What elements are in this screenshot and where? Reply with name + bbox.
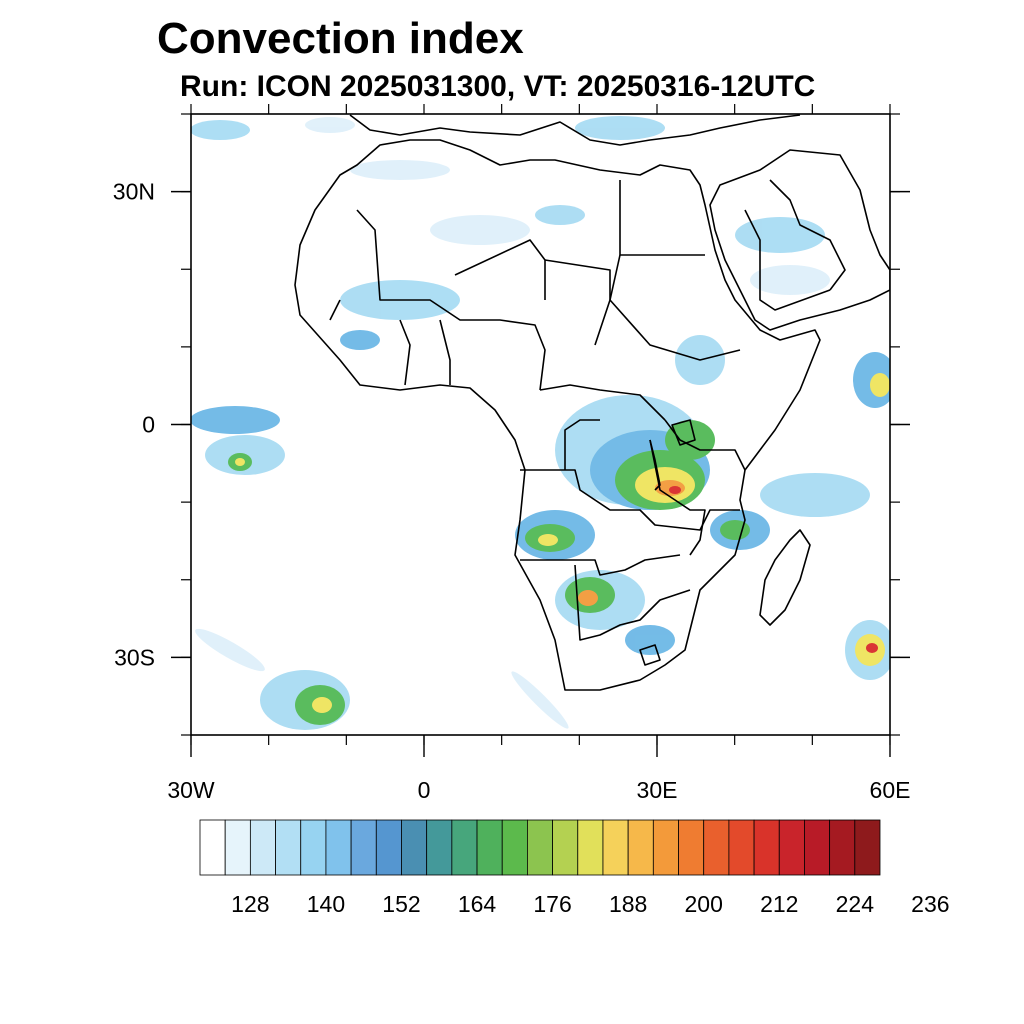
colorbar-tick-label: 188 xyxy=(609,891,647,917)
colorbar-tick-label: 128 xyxy=(231,891,269,917)
colorbar-swatch xyxy=(652,819,679,876)
colorbar-swatch xyxy=(224,819,251,876)
colorbar-swatch xyxy=(728,819,755,876)
colorbar-swatch xyxy=(552,819,579,876)
colorbar-swatch xyxy=(501,819,528,876)
lon-tick-label: 30E xyxy=(637,777,678,803)
lat-tick-label: 0 xyxy=(142,412,155,438)
field-blob-southern-africa xyxy=(555,570,675,655)
colorbar-swatch xyxy=(577,819,604,876)
colorbar-swatch xyxy=(527,819,553,876)
colorbar-swatch xyxy=(829,819,856,876)
land-outlines xyxy=(294,114,890,691)
colorbar-swatch xyxy=(602,819,629,876)
colorbar-swatch xyxy=(804,819,831,876)
colorbar-tick-label: 152 xyxy=(382,891,420,917)
lon-tick-label: 30W xyxy=(167,777,215,803)
colorbar-tick-label: 140 xyxy=(307,891,345,917)
madagascar xyxy=(759,529,811,626)
colorbar-swatch xyxy=(426,819,453,876)
africa-coastline xyxy=(294,139,821,691)
lon-tick-label: 60E xyxy=(870,777,911,803)
colorbar-labels: 128 140 152 164 176 188 200 212 224 236 xyxy=(231,891,949,917)
chart-title: Convection index xyxy=(157,14,524,63)
colorbar-swatch xyxy=(476,819,503,876)
arabia-coastline xyxy=(709,149,890,331)
map-frame xyxy=(190,113,891,736)
colorbar-swatch xyxy=(778,819,805,876)
colorbar-swatch xyxy=(350,819,377,876)
lon-tick-label: 0 xyxy=(418,777,431,803)
field-blob-north-atlantic xyxy=(191,117,355,140)
axis-ticks xyxy=(171,104,910,757)
country-borders xyxy=(329,179,846,666)
field-blob-equatorial-atlantic xyxy=(191,406,285,475)
field-blob-arabia xyxy=(735,217,830,295)
colorbar-tick-label: 236 xyxy=(911,891,949,917)
lake-tanganyika xyxy=(649,439,661,491)
colorbar-tick-label: 176 xyxy=(533,891,571,917)
colorbar-swatch xyxy=(275,819,302,876)
lake-victoria xyxy=(671,419,696,446)
field-blob-central-africa xyxy=(555,335,725,510)
field-blob-mozambique-channel xyxy=(710,473,870,550)
colorbar-swatch xyxy=(249,819,276,876)
colorbar-tick-label: 200 xyxy=(685,891,723,917)
colorbar-swatch xyxy=(753,819,780,876)
field-blob-angola xyxy=(515,510,595,560)
chart-subtitle: Run: ICON 2025031300, VT: 20250316-12UTC xyxy=(180,70,816,103)
colorbar-swatch xyxy=(325,819,352,876)
lat-tick-label: 30S xyxy=(114,644,155,670)
field-blob-south-atlantic xyxy=(195,628,569,730)
colorbar-tick-label: 212 xyxy=(760,891,798,917)
colorbar-swatch xyxy=(703,819,730,876)
colorbar-swatch xyxy=(451,819,478,876)
colorbar-swatch xyxy=(300,819,327,876)
colorbar-swatch xyxy=(854,819,881,876)
field-blob-indian-ocean xyxy=(845,352,890,680)
axis-labels: 30N 0 30S 30W 0 30E 60E xyxy=(113,179,911,803)
colorbar-swatch xyxy=(199,819,226,876)
colorbar-tick-label: 164 xyxy=(458,891,497,917)
field-blob-sahara xyxy=(340,205,585,350)
colorbar-swatch xyxy=(375,819,402,876)
europe-coastline xyxy=(349,114,801,146)
colorbar-swatch xyxy=(678,819,705,876)
colorbar-tick-label: 224 xyxy=(836,891,875,917)
colorbar-swatch xyxy=(401,819,428,876)
convection-field xyxy=(191,116,890,730)
colorbar xyxy=(199,819,881,876)
lat-tick-label: 30N xyxy=(113,179,155,205)
colorbar-swatch xyxy=(627,819,654,876)
field-blob-mediterranean xyxy=(350,116,665,180)
